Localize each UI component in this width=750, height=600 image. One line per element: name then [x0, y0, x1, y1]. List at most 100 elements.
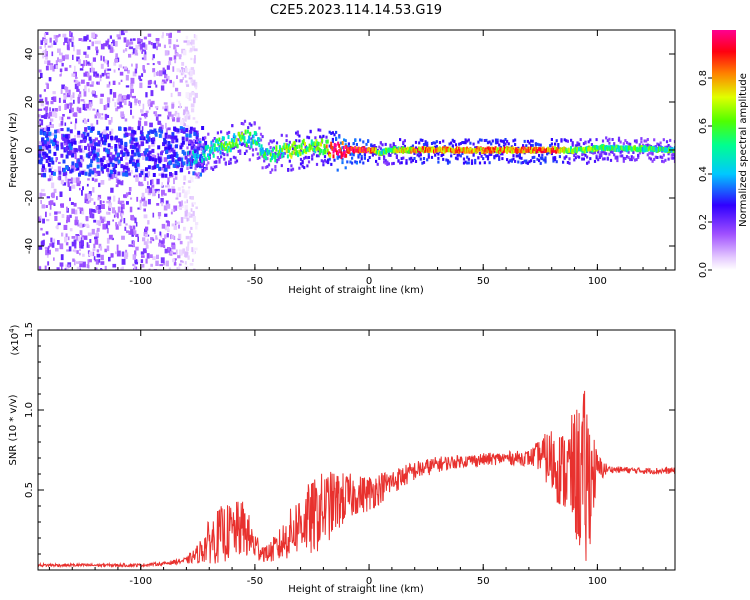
heatmap-cell — [98, 220, 101, 227]
heatmap-cell — [426, 158, 429, 162]
heatmap-cell — [434, 148, 437, 153]
heatmap-cell — [302, 149, 305, 154]
heatmap-cell — [135, 159, 139, 164]
heatmap-cell — [523, 159, 526, 163]
heatmap-cell — [203, 153, 206, 158]
heatmap-cell — [61, 62, 64, 67]
heatmap-cell — [157, 145, 161, 150]
heatmap-cell — [220, 142, 223, 147]
heatmap-cell — [591, 146, 594, 151]
heatmap-cell — [42, 145, 45, 151]
heatmap-cell — [238, 134, 241, 139]
heatmap-cell — [112, 39, 115, 43]
heatmap-cell — [189, 47, 193, 52]
heatmap-cell — [212, 153, 215, 158]
heatmap-cell — [195, 222, 199, 226]
heatmap-cell — [533, 155, 536, 159]
heatmap-cell — [284, 145, 287, 150]
heatmap-cell — [336, 155, 339, 159]
heatmap-cell — [101, 204, 105, 209]
heatmap-cell — [228, 130, 231, 134]
heatmap-cell — [209, 150, 212, 155]
heatmap-cell — [180, 167, 184, 172]
heatmap-cell — [153, 193, 156, 196]
heatmap-cell — [389, 153, 392, 157]
heatmap-cell — [79, 68, 84, 71]
heatmap-cell — [149, 107, 151, 110]
heatmap-cell — [194, 145, 197, 149]
heatmap-cell — [161, 35, 164, 39]
heatmap-cell — [177, 205, 180, 209]
heatmap-cell — [533, 149, 536, 154]
heatmap-cell — [557, 147, 560, 151]
heatmap-cell — [635, 139, 638, 143]
heatmap-cell — [414, 160, 418, 163]
heatmap-cell — [514, 159, 517, 163]
heatmap-cell — [169, 111, 172, 115]
heatmap-cell — [74, 250, 77, 253]
heatmap-cell — [506, 158, 509, 162]
heatmap-cell — [99, 74, 102, 78]
heatmap-cell — [151, 157, 155, 162]
heatmap-cell — [335, 130, 338, 134]
y-tick-label: -20 — [24, 190, 35, 206]
heatmap-cell — [99, 133, 103, 138]
heatmap-cell — [298, 139, 301, 143]
heatmap-cell — [221, 145, 224, 150]
heatmap-cell — [186, 40, 190, 46]
heatmap-cell — [59, 243, 64, 250]
heatmap-cell — [296, 133, 299, 137]
heatmap-cell — [190, 196, 194, 200]
heatmap-cell — [98, 243, 102, 249]
heatmap-cell — [541, 146, 544, 151]
heatmap-cell — [94, 40, 99, 45]
heatmap-cell — [48, 131, 52, 136]
heatmap-cell — [57, 211, 61, 214]
heatmap-cell — [478, 161, 482, 165]
heatmap-cell — [116, 34, 121, 38]
heatmap-cell — [38, 216, 42, 223]
heatmap-cell — [72, 258, 75, 262]
heatmap-cell — [158, 173, 162, 176]
heatmap-cell — [87, 118, 90, 122]
heatmap-cell — [285, 139, 288, 143]
heatmap-cell — [520, 156, 523, 160]
heatmap-cell — [151, 57, 154, 61]
heatmap-cell — [624, 146, 627, 151]
heatmap-cell — [142, 49, 146, 52]
x-tick-label: -50 — [247, 576, 263, 587]
heatmap-cell — [424, 142, 427, 146]
heatmap-cell — [659, 141, 662, 145]
heatmap-cell — [103, 134, 107, 139]
heatmap-cell — [651, 152, 654, 156]
heatmap-cell — [192, 140, 195, 144]
heatmap-cell — [461, 151, 464, 155]
heatmap-cell — [546, 147, 548, 152]
heatmap-cell — [111, 207, 116, 213]
heatmap-cell — [193, 153, 196, 158]
heatmap-cell — [544, 156, 547, 160]
heatmap-cell — [512, 154, 515, 158]
heatmap-cell — [147, 130, 151, 135]
heatmap-cell — [350, 146, 353, 151]
heatmap-cell — [87, 46, 91, 50]
heatmap-cell — [151, 148, 155, 153]
heatmap-cell — [92, 187, 95, 193]
heatmap-cell — [384, 159, 387, 163]
heatmap-cell — [71, 153, 75, 158]
heatmap-cell — [362, 149, 365, 154]
heatmap-cell — [115, 53, 118, 58]
heatmap-cell — [137, 41, 142, 44]
heatmap-cell — [81, 190, 83, 196]
heatmap-cell — [498, 143, 501, 147]
heatmap-cell — [556, 147, 559, 152]
heatmap-cell — [153, 161, 157, 166]
heatmap-cell — [78, 172, 81, 177]
heatmap-cell — [50, 139, 54, 144]
heatmap-cell — [625, 141, 629, 145]
heatmap-cell — [124, 226, 127, 231]
heatmap-cell — [51, 51, 54, 57]
heatmap-cell — [419, 153, 422, 157]
heatmap-cell — [655, 148, 658, 152]
heatmap-cell — [86, 82, 90, 87]
